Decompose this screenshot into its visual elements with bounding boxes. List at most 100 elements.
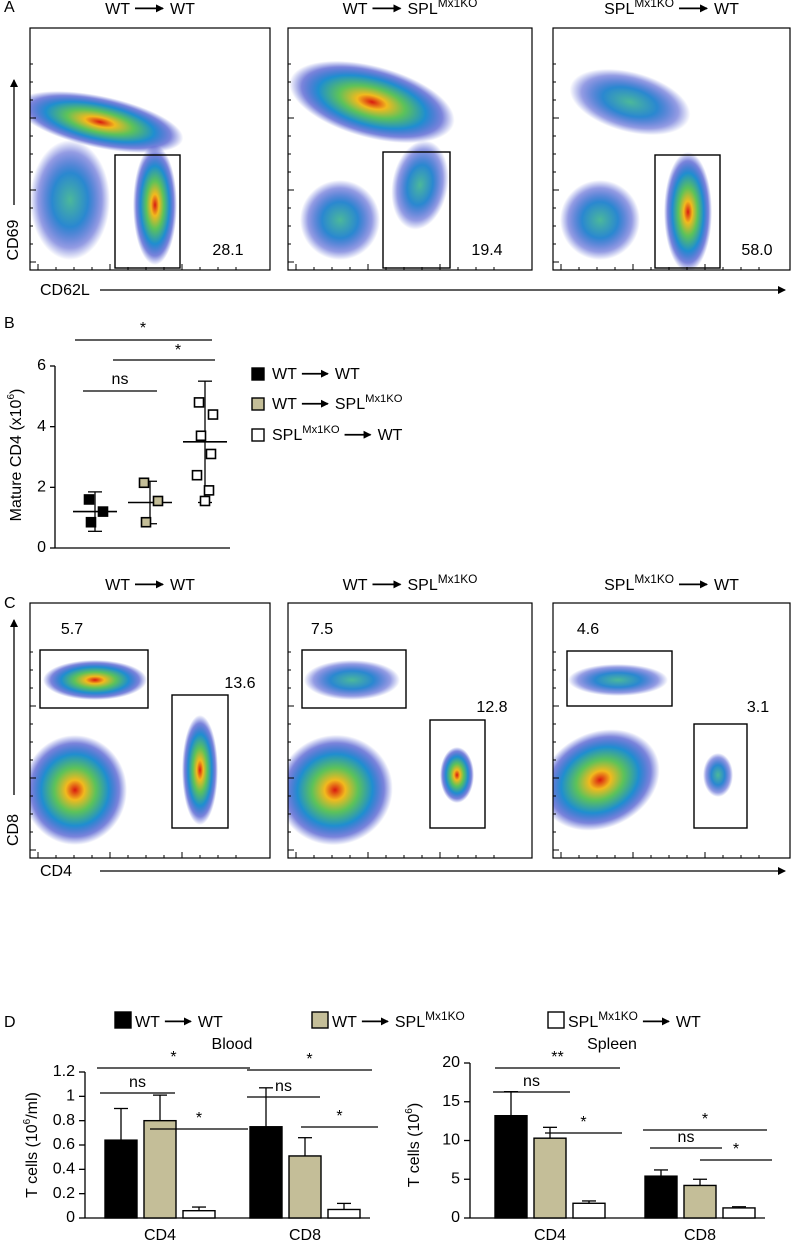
density-blob <box>553 729 660 831</box>
plot-frame <box>552 602 791 859</box>
data-point <box>195 430 207 442</box>
density-blob <box>304 660 400 700</box>
data-point <box>199 495 211 507</box>
condition-from-sup: Mx1KO <box>634 0 674 10</box>
condition-from: WT <box>105 1 130 18</box>
condition-from: WT <box>343 577 368 594</box>
density-blob <box>30 91 184 153</box>
condition-from: WT <box>272 396 297 413</box>
gate <box>382 151 451 269</box>
legend-swatch <box>251 428 265 442</box>
y-tick-label: 0 <box>37 539 46 556</box>
condition-from-main: WT <box>332 1014 357 1031</box>
y-tick-label: 10 <box>442 1132 460 1149</box>
condition-from: WT <box>343 1 368 18</box>
condition-to-main: WT <box>335 366 360 383</box>
legend-swatch <box>251 397 265 411</box>
condition-to-sup: Mx1KO <box>438 572 478 586</box>
significance-label: * <box>336 1108 342 1125</box>
density <box>553 664 733 831</box>
y-label-sup: 6 <box>22 1118 33 1124</box>
y-tick-label: 5 <box>451 1170 460 1187</box>
density-blob <box>288 734 393 846</box>
significance-label: * <box>140 320 146 337</box>
flow-plot <box>287 602 533 859</box>
significance-label: * <box>580 1114 586 1131</box>
gate <box>693 723 748 829</box>
density <box>289 60 455 260</box>
condition-from-sup: Mx1KO <box>634 572 674 586</box>
density-blob <box>30 735 127 845</box>
y-axis-label: Mature CD4 (x106) <box>6 389 26 522</box>
data-point <box>193 397 205 408</box>
condition-to: WT <box>198 1014 223 1031</box>
y-label-end: ) <box>406 1103 423 1108</box>
plot-frame <box>29 27 271 271</box>
gate-percentage: 5.7 <box>61 621 83 638</box>
y-label-sup: 6 <box>404 1108 415 1114</box>
significance-label: * <box>733 1141 739 1158</box>
legend-swatch <box>311 1011 329 1029</box>
condition-from: SPLMx1KO <box>604 0 674 18</box>
data-point <box>97 506 109 517</box>
y-tick-label: 1 <box>66 1088 75 1105</box>
gate <box>566 650 673 707</box>
chart-title: Blood <box>212 1036 253 1053</box>
y-tick-label: 20 <box>442 1054 460 1071</box>
density-blob <box>569 68 691 136</box>
y-tick-label: 2 <box>37 479 46 496</box>
y-axis-label: T cells (106) <box>404 1103 424 1187</box>
condition-from: WT <box>332 1014 357 1031</box>
y-tick-label: 0.4 <box>53 1161 75 1178</box>
flow-plot <box>552 27 791 271</box>
condition-to-main: WT <box>676 1014 701 1031</box>
condition-from-sup: Mx1KO <box>302 424 340 436</box>
significance-label: ns <box>678 1129 695 1146</box>
y-axis-label: T cells (106/ml) <box>22 1092 42 1198</box>
condition-to: WT <box>676 1014 701 1031</box>
gate-percentage: 12.8 <box>476 699 507 716</box>
condition-from: WT <box>272 366 297 383</box>
condition-to-sup: Mx1KO <box>425 1009 465 1023</box>
density-blob <box>664 152 712 270</box>
density-blob <box>568 664 668 696</box>
panel-label: A <box>4 0 15 16</box>
panel-label: D <box>4 1014 16 1031</box>
flow-plot <box>287 27 533 271</box>
y-tick-label: 0.6 <box>53 1136 75 1153</box>
bar <box>143 1119 177 1219</box>
legend-swatch <box>251 367 265 381</box>
data-point <box>191 469 203 481</box>
condition-to-main: SPL <box>395 1014 425 1031</box>
condition-from-main: WT <box>135 1014 160 1031</box>
condition-to-main: SPL <box>335 396 365 413</box>
flow-plot <box>29 27 271 271</box>
legend-swatch <box>547 1011 565 1029</box>
density-blob <box>300 180 380 260</box>
condition-from-sup: Mx1KO <box>598 1009 638 1023</box>
x-tick-label: CD8 <box>684 1227 716 1244</box>
plot-frame <box>287 602 533 859</box>
condition-to-main: WT <box>714 1 739 18</box>
density-blob <box>133 145 177 265</box>
y-tick-label: 4 <box>37 418 46 435</box>
condition-from-main: WT <box>272 396 297 413</box>
bar <box>249 1126 283 1219</box>
data-point <box>140 516 152 528</box>
gate <box>654 154 721 269</box>
condition-to: WT <box>714 1 739 18</box>
bar <box>182 1209 216 1219</box>
plot-frame <box>552 27 791 271</box>
y-tick-label: 1.2 <box>53 1063 75 1080</box>
gate-percentage: 7.5 <box>311 621 333 638</box>
y-label-main: T cells (10 <box>24 1124 41 1198</box>
condition-from-main: WT <box>272 366 297 383</box>
condition-to-main: WT <box>714 577 739 594</box>
bar <box>683 1184 717 1219</box>
condition-to-main: SPL <box>407 1 437 18</box>
plot-frame <box>287 27 533 271</box>
x-tick-label: CD8 <box>289 1227 321 1244</box>
condition-to: WT <box>714 577 739 594</box>
